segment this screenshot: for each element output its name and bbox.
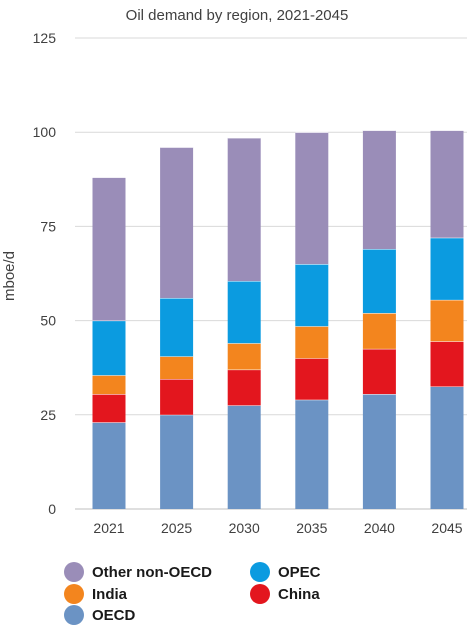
legend-swatch — [64, 605, 84, 625]
bar-segment-india-2030 — [227, 343, 261, 370]
bar-segment-opec-2040 — [362, 249, 396, 314]
bar-segment-india-2021 — [92, 375, 126, 395]
y-tick-label: 0 — [48, 501, 56, 517]
legend-swatch — [64, 562, 84, 582]
y-tick-label: 125 — [33, 30, 57, 46]
legend-label: OECD — [92, 606, 136, 624]
legend-label: India — [92, 585, 128, 603]
bar-segment-other-non-oecd-2040 — [362, 130, 396, 250]
bar-segment-other-non-oecd-2045 — [430, 130, 464, 238]
bar-segment-other-non-oecd-2035 — [295, 132, 329, 265]
legend-label: China — [278, 585, 320, 603]
x-tick-label: 2045 — [431, 520, 462, 536]
legend-swatch — [64, 584, 84, 604]
bar-segment-oecd-2035 — [295, 399, 329, 509]
bar-segment-oecd-2021 — [92, 422, 126, 509]
bar-segment-india-2025 — [160, 356, 194, 380]
x-tick-label: 2021 — [93, 520, 124, 536]
bar-segment-opec-2030 — [227, 281, 261, 344]
bar-segment-india-2035 — [295, 326, 329, 359]
bar-segment-other-non-oecd-2021 — [92, 177, 126, 321]
bar-segment-china-2035 — [295, 358, 329, 400]
y-tick-label: 100 — [33, 124, 57, 140]
legend-swatch — [250, 584, 270, 604]
bar-segment-oecd-2030 — [227, 405, 261, 509]
x-tick-label: 2035 — [296, 520, 327, 536]
x-tick-label: 2030 — [229, 520, 260, 536]
bar-segment-opec-2045 — [430, 237, 464, 300]
legend-label: Other non-OECD — [92, 563, 212, 581]
legend-swatch — [250, 562, 270, 582]
bar-segment-opec-2021 — [92, 320, 126, 376]
bar-segment-opec-2035 — [295, 264, 329, 327]
bar-segment-china-2045 — [430, 341, 464, 387]
legend-item-china: China — [250, 584, 320, 604]
stacked-bar-chart: Oil demand by region, 2021-2045 mboe/d 0… — [1, 7, 467, 536]
bar-segment-oecd-2025 — [160, 414, 194, 509]
bar-segment-china-2040 — [362, 348, 396, 395]
x-tick-label: 2025 — [161, 520, 192, 536]
bar-segment-oecd-2045 — [430, 386, 464, 509]
legend-item-india: India — [64, 584, 127, 604]
y-tick-label: 50 — [40, 313, 56, 329]
chart-title: Oil demand by region, 2021-2045 — [126, 7, 349, 24]
x-tick-label: 2040 — [364, 520, 395, 536]
y-tick-label: 25 — [40, 407, 56, 423]
bar-segment-other-non-oecd-2025 — [160, 147, 194, 298]
legend-item-oecd: OECD — [64, 605, 135, 625]
legend-label: OPEC — [278, 563, 321, 581]
y-axis-label: mboe/d — [1, 251, 18, 301]
bar-segment-india-2045 — [430, 299, 464, 342]
bar-segment-other-non-oecd-2030 — [227, 137, 261, 282]
y-tick-label: 75 — [40, 218, 56, 234]
legend-item-other-non-oecd: Other non-OECD — [64, 562, 212, 582]
bar-segment-india-2040 — [362, 313, 396, 349]
bar-segment-china-2021 — [92, 394, 126, 423]
bar-segment-china-2025 — [160, 379, 194, 415]
bar-segment-opec-2025 — [160, 297, 194, 357]
legend-item-opec: OPEC — [250, 562, 321, 582]
bar-segment-china-2030 — [227, 369, 261, 406]
bar-segment-oecd-2040 — [362, 394, 396, 509]
